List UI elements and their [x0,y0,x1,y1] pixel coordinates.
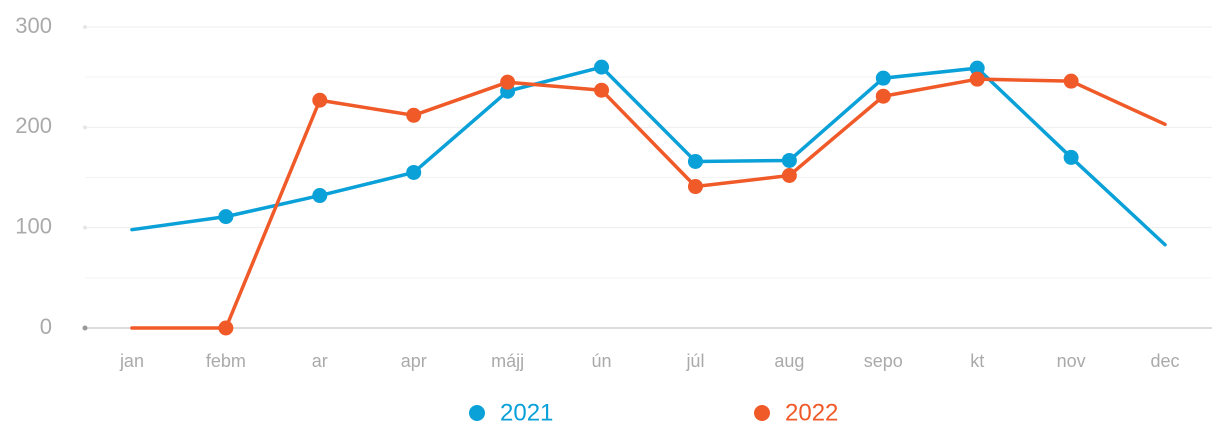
point [406,164,422,180]
point [594,59,610,75]
point [218,320,234,336]
x-tick-label: ún [592,351,612,371]
x-tick-label: ar [312,351,328,371]
x-tick-label: sepo [864,351,903,371]
x-tick-label: nov [1057,351,1086,371]
point [687,179,703,195]
point [1063,149,1079,165]
legend-label: 2021 [500,399,553,425]
x-tick-label: apr [401,351,427,371]
x-tick-label: febm [206,351,246,371]
point [218,209,234,225]
x-tick-label: aug [774,351,804,371]
x-tick-label: júl [685,351,704,371]
y-tick-label: 200 [15,113,52,138]
y-tick-label: 300 [15,13,52,38]
point [687,153,703,169]
x-tick-label: jan [119,351,144,371]
y-tick-dot [83,225,87,230]
x-tick-label: májj [491,351,524,371]
x-tick-label: dec [1151,351,1180,371]
legend-marker [469,405,485,421]
point [312,92,328,108]
series-line [130,65,1167,247]
legend-label: 2022 [785,399,838,425]
point [500,74,516,90]
y-tick-dot [82,325,88,331]
y-tick-dot [83,125,87,130]
legend-marker [754,405,770,421]
y-tick-dot [83,25,87,29]
point [594,82,610,98]
point [969,60,985,76]
point [1063,73,1079,89]
point [969,71,985,87]
x-tick-label: kt [970,351,984,371]
series-line [130,77,1167,330]
point [875,70,891,86]
point [406,107,422,123]
point [875,88,891,104]
point [312,188,328,204]
y-tick-label: 0 [40,314,52,339]
point [781,167,797,183]
point [781,152,797,168]
y-tick-label: 100 [15,213,52,238]
